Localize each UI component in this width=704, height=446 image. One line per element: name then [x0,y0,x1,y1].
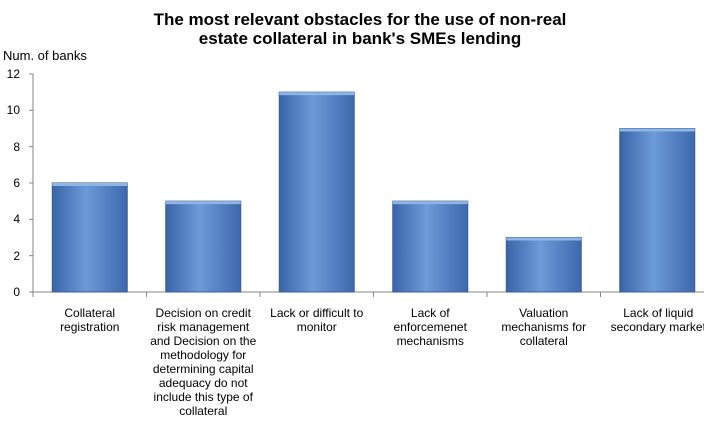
chart-axes [29,73,704,297]
y-tick-label: 2 [13,248,20,263]
x-category-label: Decision on credit risk management and D… [150,306,257,418]
y-tick-label: 4 [13,212,20,227]
bar-top [279,92,355,96]
bar-top [392,201,468,205]
chart-title-line-2: estate collateral in bank's SMEs lending [198,29,522,48]
bar [392,200,469,293]
bar-body [392,200,469,293]
bar [165,200,242,293]
bar-body [278,91,355,293]
x-category-label: Lack or difficult to monitor [270,306,364,334]
y-tick-label: 8 [13,139,20,154]
chart-bars [51,91,696,293]
bar [51,182,128,293]
bar [619,128,696,293]
bar-top [619,128,695,132]
x-category-label: Collateral registration [60,306,120,334]
bar-body [51,182,128,293]
bar-body [165,200,242,293]
x-category-label: Lack of enforcemenet mechanisms [393,306,467,348]
bar [505,237,582,293]
y-tick-label: 6 [13,176,20,190]
x-category-label: Valuation mechanisms for collateral [501,306,587,348]
chart-title-line-1: The most relevant obstacles for the use … [153,10,567,29]
bar-body [619,128,696,293]
y-axis-label: Num. of banks [3,48,87,63]
y-tick-label: 10 [6,103,20,118]
bar-top [165,201,241,205]
x-category-label: Lack of liquid secondary market [610,306,704,334]
bar-body [505,237,582,293]
bar [278,91,355,293]
bar-top [506,237,582,241]
y-tick-label: 0 [13,285,20,299]
bar-top [52,183,128,186]
y-tick-label: 12 [6,67,20,81]
